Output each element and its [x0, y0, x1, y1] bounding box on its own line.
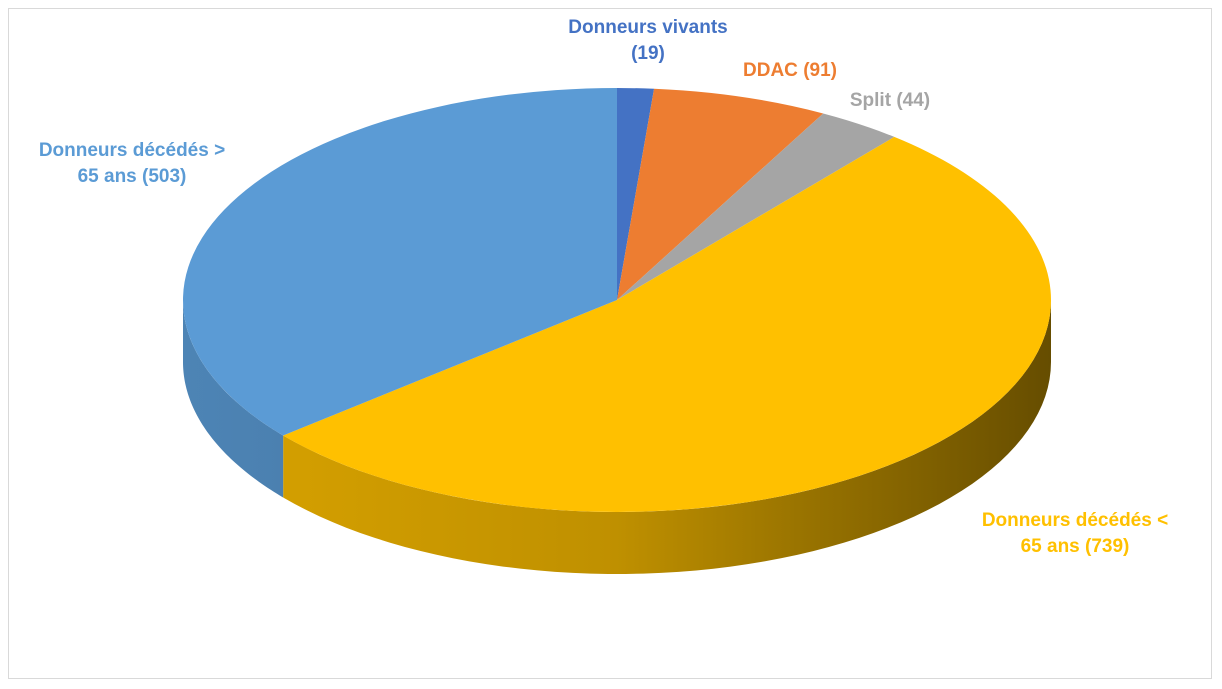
value-label: (503) [142, 166, 187, 187]
category-label: Donneurs décédés > 65 ans [38, 140, 226, 187]
data-label: DDAC (91) [710, 58, 870, 84]
value-label: (739) [1085, 536, 1130, 557]
data-label: Donneurs décédés < 65 ans (739) [970, 508, 1180, 560]
slice [183, 88, 617, 436]
value-label: (44) [896, 90, 931, 111]
data-label: Donneurs décédés > 65 ans (503) [27, 138, 237, 190]
value-label: (91) [803, 60, 837, 81]
data-label: Donneurs vivants (19) [553, 15, 743, 67]
slice-side [283, 300, 1051, 574]
category-label: Donneurs décédés < 65 ans [981, 510, 1169, 557]
slice [617, 88, 655, 300]
chart-area [8, 8, 1212, 679]
category-label: Donneurs vivants [568, 17, 728, 38]
slice [617, 113, 895, 300]
category-label: Split [849, 90, 892, 111]
slice [617, 88, 824, 300]
value-label: (19) [631, 43, 665, 64]
data-label: Split (44) [820, 88, 960, 114]
slice [283, 136, 1051, 512]
slice-side [183, 300, 284, 498]
category-label: DDAC [743, 60, 798, 81]
